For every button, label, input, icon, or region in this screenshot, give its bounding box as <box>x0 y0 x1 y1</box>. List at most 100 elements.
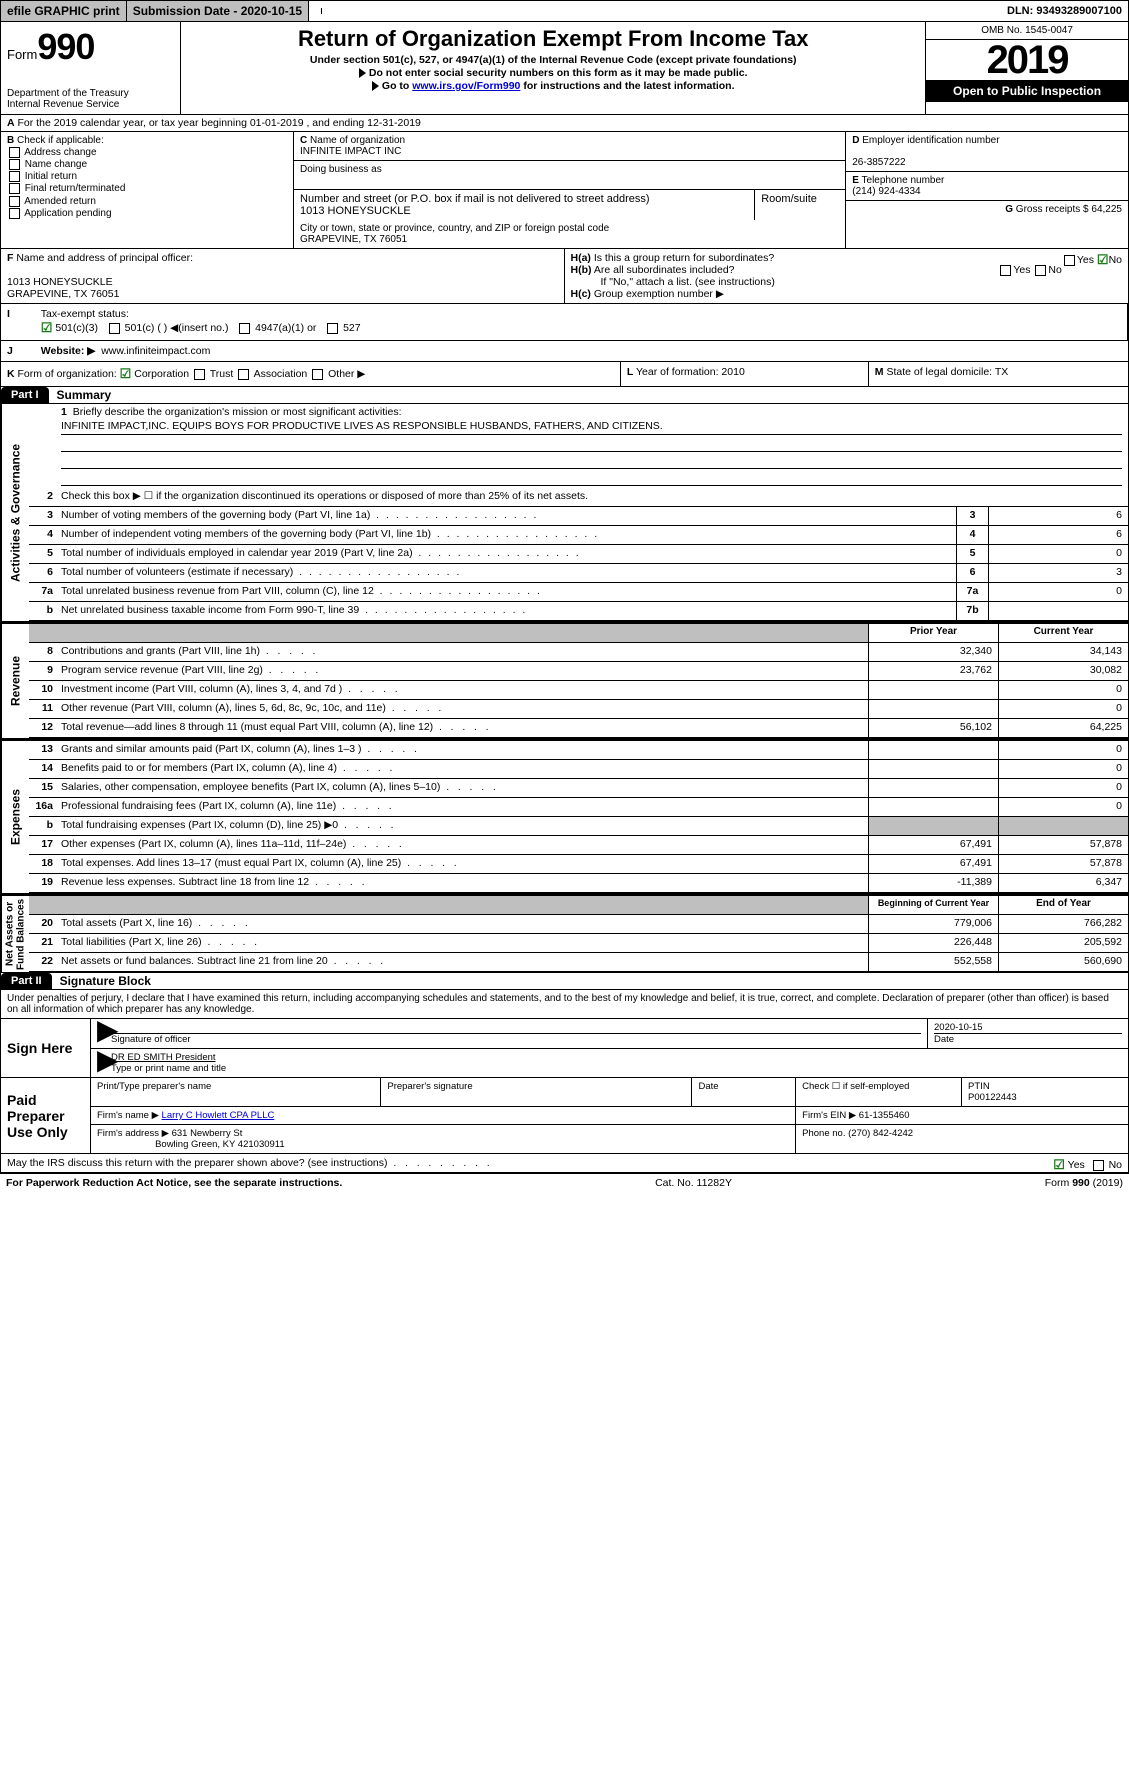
gross-val: 64,225 <box>1091 204 1122 215</box>
hb-no[interactable] <box>1035 265 1046 276</box>
state: TX <box>995 366 1008 378</box>
q2: Check this box ▶ ☐ if the organization d… <box>57 488 1128 506</box>
prep-name-label: Print/Type preparer's name <box>97 1081 211 1092</box>
side-governance: Activities & Governance <box>1 404 29 621</box>
table-row: 14 Benefits paid to or for members (Part… <box>29 760 1128 779</box>
subtitle-3-pre: Go to <box>382 80 412 92</box>
ptin-label: PTIN <box>968 1081 990 1092</box>
tax-exempt-label: Tax-exempt status: <box>41 308 129 320</box>
city: GRAPEVINE, TX 76051 <box>300 234 407 245</box>
opt-501c3[interactable]: 501(c)(3) <box>55 322 98 334</box>
table-row: 11 Other revenue (Part VIII, column (A),… <box>29 700 1128 719</box>
discuss-yes[interactable]: Yes <box>1068 1159 1085 1171</box>
table-row: 13 Grants and similar amounts paid (Part… <box>29 741 1128 760</box>
part1-title: Summary <box>57 388 112 402</box>
check-name-change[interactable]: Name change <box>7 159 287 170</box>
table-row: 8 Contributions and grants (Part VIII, l… <box>29 643 1128 662</box>
paid-preparer-label: Paid Preparer Use Only <box>1 1078 91 1153</box>
block-b-to-g: B Check if applicable: Address change Na… <box>0 132 1129 249</box>
opt-527[interactable]: 527 <box>343 322 361 334</box>
opt-other[interactable]: Other ▶ <box>328 368 365 380</box>
addr-label: Number and street (or P.O. box if mail i… <box>300 193 650 205</box>
year-formation: 2010 <box>721 366 744 378</box>
firm-ein: 61-1355460 <box>859 1110 910 1121</box>
part2-title: Signature Block <box>60 974 151 988</box>
table-row: 12 Total revenue—add lines 8 through 11 … <box>29 719 1128 738</box>
opt-501c[interactable]: 501(c) ( ) ◀(insert no.) <box>125 322 229 334</box>
efile-button[interactable]: efile GRAPHIC print <box>1 1 127 21</box>
table-row: 21 Total liabilities (Part X, line 26) .… <box>29 934 1128 953</box>
footer: For Paperwork Reduction Act Notice, see … <box>0 1173 1129 1192</box>
ha-text: Is this a group return for subordinates? <box>594 252 774 264</box>
ein: 26-3857222 <box>852 157 905 168</box>
tax-year: 2019 <box>926 40 1128 80</box>
side-revenue: Revenue <box>1 624 29 738</box>
declaration: Under penalties of perjury, I declare th… <box>1 990 1128 1018</box>
gov-row: 3 Number of voting members of the govern… <box>29 507 1128 526</box>
topbar: efile GRAPHIC print Submission Date - 20… <box>0 0 1129 22</box>
prep-phone-label: Phone no. <box>802 1128 845 1139</box>
mission-text: INFINITE IMPACT,INC. EQUIPS BOYS FOR PRO… <box>61 418 1122 435</box>
col-current: Current Year <box>998 624 1128 642</box>
dept-treasury: Department of the Treasury Internal Reve… <box>7 88 174 110</box>
opt-trust[interactable]: Trust <box>210 368 234 380</box>
check-initial-return[interactable]: Initial return <box>7 171 287 182</box>
subtitle-3-post: for instructions and the latest informat… <box>520 80 734 92</box>
ptin: P00122443 <box>968 1092 1017 1103</box>
firm-addr-label: Firm's address ▶ <box>97 1128 169 1139</box>
opt-association[interactable]: Association <box>254 368 308 380</box>
discuss-text: May the IRS discuss this return with the… <box>7 1157 388 1169</box>
ein-label: Employer identification number <box>862 135 999 146</box>
website-label: Website: ▶ <box>41 345 96 357</box>
org-name-label: Name of organization <box>310 135 405 146</box>
summary-revenue: Revenue Prior Year Current Year 8 Contri… <box>0 622 1129 739</box>
table-row: b Total fundraising expenses (Part IX, c… <box>29 817 1128 836</box>
phone: (214) 924-4334 <box>852 186 920 197</box>
prep-date-label: Date <box>698 1081 718 1092</box>
gov-row: 5 Total number of individuals employed i… <box>29 545 1128 564</box>
website: www.infiniteimpact.com <box>101 345 210 357</box>
form-number: 990 <box>37 26 94 67</box>
opt-4947[interactable]: 4947(a)(1) or <box>255 322 316 334</box>
officer-label: Name and address of principal officer: <box>16 252 193 264</box>
dba-label: Doing business as <box>300 164 382 175</box>
table-row: 10 Investment income (Part VIII, column … <box>29 681 1128 700</box>
officer-addr1: 1013 HONEYSUCKLE <box>7 276 113 288</box>
room-label: Room/suite <box>761 193 817 205</box>
check-amended[interactable]: Amended return <box>7 196 287 207</box>
footer-mid: Cat. No. 11282Y <box>655 1177 732 1189</box>
hb-note: If "No," attach a list. (see instruction… <box>601 276 775 288</box>
gov-row: b Net unrelated business taxable income … <box>29 602 1128 621</box>
opt-corporation[interactable]: Corporation <box>134 368 189 380</box>
q1: Briefly describe the organization's miss… <box>73 406 402 418</box>
prep-sig-label: Preparer's signature <box>387 1081 472 1092</box>
ha-yes[interactable] <box>1064 255 1075 266</box>
table-row: 9 Program service revenue (Part VIII, li… <box>29 662 1128 681</box>
check-final-return[interactable]: Final return/terminated <box>7 183 287 194</box>
table-row: 18 Total expenses. Add lines 13–17 (must… <box>29 855 1128 874</box>
col-end: End of Year <box>998 896 1128 914</box>
check-application-pending[interactable]: Application pending <box>7 208 287 219</box>
dln: DLN: 93493289007100 <box>1001 2 1128 20</box>
form990-link[interactable]: www.irs.gov/Form990 <box>412 80 520 92</box>
footer-right: Form 990 (2019) <box>1045 1177 1123 1189</box>
form-org-label: Form of organization: <box>18 368 117 380</box>
row-k: K Form of organization: ☑ Corporation Tr… <box>0 362 1129 387</box>
col-begin: Beginning of Current Year <box>868 896 998 914</box>
phone-label: Telephone number <box>862 175 945 186</box>
gross-label: Gross receipts $ <box>1016 204 1089 215</box>
gov-row: 7a Total unrelated business revenue from… <box>29 583 1128 602</box>
check-self[interactable]: Check ☐ if self-employed <box>802 1081 909 1092</box>
part2-header: Part II Signature Block <box>0 973 1129 990</box>
form-title: Return of Organization Exempt From Incom… <box>187 26 919 52</box>
check-address-change[interactable]: Address change <box>7 147 287 158</box>
table-row: 20 Total assets (Part X, line 16) . . . … <box>29 915 1128 934</box>
form-prefix: Form <box>7 47 37 62</box>
part2-tag: Part II <box>1 973 52 989</box>
org-name: INFINITE IMPACT INC <box>300 146 401 157</box>
firm-name[interactable]: Larry C Howlett CPA PLLC <box>162 1110 275 1121</box>
firm-city: Bowling Green, KY 421030911 <box>155 1139 285 1150</box>
discuss-no[interactable] <box>1093 1160 1104 1171</box>
row-i: I Tax-exempt status: ☑ 501(c)(3) 501(c) … <box>0 304 1129 341</box>
hb-yes[interactable] <box>1000 265 1011 276</box>
